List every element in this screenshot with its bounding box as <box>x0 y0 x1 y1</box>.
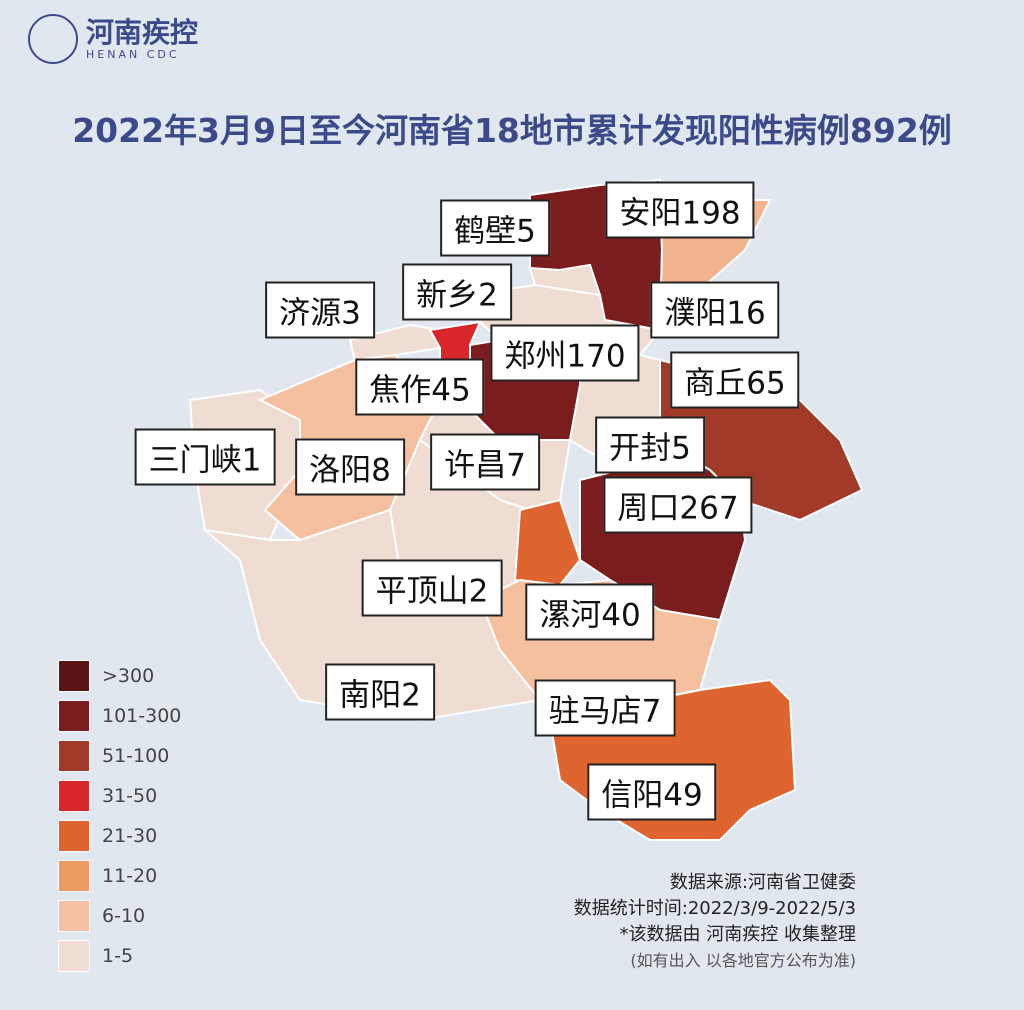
callout: 郑州170 <box>490 324 640 382</box>
legend-label: 1-5 <box>102 945 134 967</box>
city-count: 7 <box>506 447 526 484</box>
callout: 焦作45 <box>355 358 485 416</box>
city-name: 三门峡 <box>148 442 242 479</box>
callout: 周口267 <box>603 476 753 534</box>
callout: 驻马店7 <box>534 679 676 737</box>
callout: 洛阳8 <box>295 438 405 496</box>
legend-label: 6-10 <box>102 905 146 927</box>
callout: 鹤壁5 <box>440 199 550 257</box>
city-count: 5 <box>516 213 536 250</box>
legend-label: 21-30 <box>102 825 158 847</box>
callout: 安阳198 <box>605 181 755 239</box>
city-name: 济源 <box>279 295 342 332</box>
city-name: 南阳 <box>339 677 402 714</box>
note: (如有出入 以各地官方公布为准) <box>630 951 856 970</box>
title: 2022年3月9日至今河南省18地市累计发现阳性病例892例 <box>72 111 952 150</box>
callout: 濮阳16 <box>650 281 780 339</box>
callout: 许昌7 <box>430 433 540 491</box>
city-count: 267 <box>679 490 739 527</box>
city-name: 郑州 <box>504 338 567 375</box>
city-name: 平顶山 <box>375 573 469 610</box>
callout: 平顶山2 <box>361 559 503 617</box>
legend-item: 1-5 <box>58 936 181 976</box>
city-name: 许昌 <box>444 447 507 484</box>
note: 数据来源:河南省卫健委 <box>669 872 856 893</box>
callout: 信阳49 <box>587 763 717 821</box>
city-count: 2 <box>478 277 498 314</box>
legend-label: >300 <box>102 665 155 687</box>
legend-swatch <box>58 860 90 892</box>
legend-label: 51-100 <box>102 745 170 767</box>
legend-item: >300 <box>58 656 181 696</box>
callout: 新乡2 <box>402 263 512 321</box>
legend-swatch <box>58 940 90 972</box>
city-count: 170 <box>566 338 626 375</box>
city-count: 7 <box>641 693 662 730</box>
callout: 商丘65 <box>670 351 800 409</box>
legend-label: 31-50 <box>102 785 158 807</box>
city-name: 新乡 <box>416 277 479 314</box>
city-count: 40 <box>601 597 641 634</box>
city-count: 5 <box>671 430 691 467</box>
callout: 济源3 <box>265 281 375 339</box>
city-name: 周口 <box>617 490 680 527</box>
logo-icon <box>28 14 78 64</box>
legend-item: 101-300 <box>58 696 181 736</box>
legend-item: 6-10 <box>58 896 181 936</box>
city-count: 16 <box>726 295 766 332</box>
city-name: 开封 <box>609 430 672 467</box>
legend-item: 31-50 <box>58 776 181 816</box>
city-name: 安阳 <box>619 195 682 232</box>
city-count: 49 <box>663 777 703 814</box>
city-count: 65 <box>746 365 786 402</box>
logo: 河南疾控 HENAN CDC <box>28 14 198 64</box>
city-count: 3 <box>341 295 361 332</box>
callout: 三门峡1 <box>134 428 276 486</box>
logo-title: 河南疾控 <box>86 15 199 49</box>
legend-item: 51-100 <box>58 736 181 776</box>
legend-swatch <box>58 740 90 772</box>
city-name: 信阳 <box>601 777 664 814</box>
logo-subtitle: HENAN CDC <box>86 47 180 61</box>
notes: 数据来源:河南省卫健委数据统计时间:2022/3/9-2022/5/3 *该数据由… <box>574 870 856 974</box>
legend-swatch <box>58 900 90 932</box>
callout: 南阳2 <box>325 663 435 721</box>
legend-label: 11-20 <box>102 865 158 887</box>
city-name: 濮阳 <box>664 295 727 332</box>
city-name: 驻马店 <box>548 693 642 730</box>
city-count: 8 <box>371 452 391 489</box>
legend: >300 101-300 51-100 31-50 21-30 11-20 6-10 1-5 <box>58 656 181 976</box>
legend-item: 11-20 <box>58 856 181 896</box>
city-count: 1 <box>241 442 262 479</box>
legend-item: 21-30 <box>58 816 181 856</box>
legend-swatch <box>58 700 90 732</box>
legend-swatch <box>58 660 90 692</box>
note: 数据统计时间:2022/3/9-2022/5/3 <box>573 898 856 919</box>
legend-swatch <box>58 780 90 812</box>
city-name: 洛阳 <box>309 452 372 489</box>
note: *该数据由 河南疾控 收集整理 <box>619 924 856 945</box>
city-name: 焦作 <box>369 372 432 409</box>
city-name: 商丘 <box>684 365 747 402</box>
city-count: 2 <box>401 677 421 714</box>
city-name: 鹤壁 <box>454 213 517 250</box>
legend-label: 101-300 <box>102 705 182 727</box>
city-name: 漯河 <box>539 597 602 634</box>
city-count: 2 <box>468 573 489 610</box>
city-count: 45 <box>431 372 471 409</box>
legend-swatch <box>58 820 90 852</box>
callout: 漯河40 <box>525 583 655 641</box>
callout: 开封5 <box>595 416 705 474</box>
region <box>513 498 582 587</box>
city-count: 198 <box>681 195 741 232</box>
